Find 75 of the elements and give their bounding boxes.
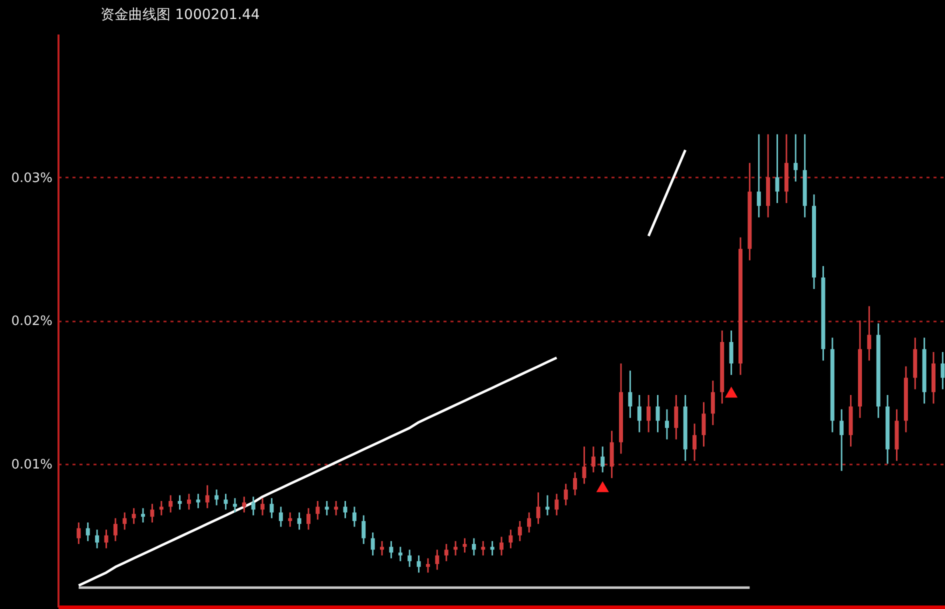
candlestick: [408, 548, 412, 568]
candlestick: [940, 351, 945, 390]
candlestick: [205, 484, 210, 509]
candlestick: [426, 558, 430, 574]
candlestick: [288, 512, 292, 528]
candlestick: [591, 446, 596, 474]
y-tick-label: 0.02%: [11, 314, 52, 329]
candlestick: [554, 493, 559, 516]
candlestick: [398, 546, 402, 562]
candlestick: [729, 330, 734, 376]
candlestick: [664, 408, 669, 440]
y-tick-label: 0.03%: [11, 170, 52, 186]
line-series: [647, 148, 687, 238]
candlestick: [132, 507, 136, 525]
candlestick: [122, 512, 127, 530]
candlestick: [536, 492, 540, 525]
candlestick: [628, 370, 632, 419]
candlestick: [352, 506, 356, 528]
candlestick: [370, 532, 375, 556]
candlestick: [840, 408, 844, 472]
candlestick: [324, 500, 329, 516]
candlestick: [582, 446, 586, 485]
candlestick: [867, 305, 872, 362]
candlestick: [168, 494, 173, 514]
candlestick: [444, 543, 448, 562]
line-series: [77, 356, 558, 587]
candlestick: [545, 494, 550, 516]
candlestick: [518, 520, 522, 542]
candlestick: [343, 500, 348, 519]
candlestick: [573, 472, 578, 496]
candlestick: [278, 506, 283, 528]
candlestick: [178, 494, 182, 510]
candlestick: [637, 394, 642, 433]
candlestick: [214, 488, 219, 506]
candlestick: [435, 548, 440, 571]
candlestick: [86, 522, 90, 542]
candlestick: [527, 512, 532, 534]
candlestick: [389, 540, 394, 560]
candlestick: [600, 446, 605, 474]
candlestick: [113, 517, 118, 542]
candlestick: [702, 401, 706, 448]
candlestick: [362, 514, 366, 545]
candlestick: [646, 394, 651, 433]
candlestick: [500, 536, 504, 556]
chart-title: 资金曲线图 1000201.44: [100, 7, 260, 23]
candlestick: [104, 528, 108, 550]
candlestick: [186, 493, 191, 510]
candlestick: [775, 134, 780, 204]
candlestick: [270, 497, 274, 519]
candlestick: [508, 528, 513, 550]
candlestick: [306, 507, 310, 530]
candlestick: [462, 537, 467, 554]
candlestick: [472, 537, 476, 556]
candlestick: [416, 554, 421, 574]
candlestick: [297, 512, 302, 530]
candlestick: [242, 496, 246, 514]
y-tick-label: 0.01%: [11, 457, 52, 472]
candlestick: [756, 134, 761, 218]
candlestick: [150, 503, 154, 524]
candlestick: [316, 500, 320, 520]
candlestick: [76, 522, 81, 545]
candlestick: [251, 496, 256, 516]
candlestick: [95, 528, 100, 550]
candlestick: [674, 394, 678, 440]
candlestick: [141, 507, 146, 524]
candlestick: [334, 500, 338, 516]
candlestick: [794, 134, 798, 182]
candlestick: [564, 483, 568, 506]
candlestick: [159, 500, 164, 516]
candlestick: [260, 497, 265, 516]
candlestick: [692, 422, 697, 462]
candlestick: [196, 493, 200, 509]
candlestick: [224, 493, 228, 510]
candlestick: [656, 394, 660, 433]
candlestick: [710, 380, 715, 426]
